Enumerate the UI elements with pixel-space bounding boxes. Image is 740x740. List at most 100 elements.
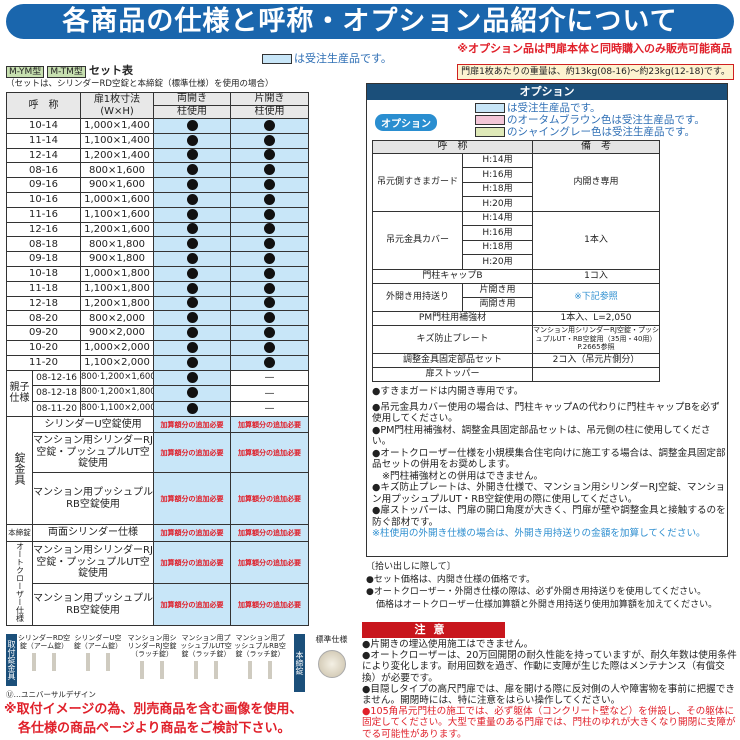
hardware-image [78, 653, 118, 671]
closer-group-label: オートクローザー仕様 [6, 541, 33, 627]
disclaimer-line: 各仕様の商品ページより商品をご検討下さい。 [18, 721, 291, 736]
option-note: 内開き専用 [532, 152, 660, 212]
spec-name: マンション用シリンダーRJ空錠・プッシュプルUT空錠使用 [32, 432, 154, 474]
double-mark [153, 325, 231, 341]
pickup-title: 〔拾い出しに際して〕 [366, 562, 456, 572]
available-mark [186, 312, 198, 324]
disclaimer-line: ※取付イメージの為、別売商品を含む画像を使用、 [4, 702, 303, 717]
table-row: 08-16 800×1,600 [6, 162, 309, 179]
row-name: 12-18 [6, 295, 81, 312]
single-extra: 加算額分の追加必要 [230, 541, 309, 585]
pickup-item: ●セット価格は、内開き仕様の価格です。 [366, 574, 535, 585]
legend-swatch [262, 54, 292, 64]
option-outswing: 外開き用持送り [372, 282, 463, 312]
available-mark [264, 208, 275, 220]
extra-charge-label: 加算額分の追加必要 [160, 448, 224, 457]
available-mark [186, 193, 198, 205]
option-note: ※下記参照 [532, 282, 660, 312]
option-note: マンション用シリンダーRJ空錠・プッシュプルUT・RB空錠用（35用・40用）P… [532, 324, 660, 354]
single-mark [230, 310, 309, 327]
double-extra: 加算額分の追加必要 [153, 416, 231, 434]
deadbolt-group-label: 本締錠 [6, 524, 33, 543]
hardware-item: シリンダーRD空錠（アーム錠） [17, 634, 71, 689]
row-size: 900×1,800 [80, 251, 154, 267]
row-size: 1,000×2,000 [80, 339, 154, 356]
option-note-item: ●すきまガードは内開き専用です。 [372, 386, 524, 397]
available-mark [186, 164, 198, 176]
col-name: 呼 称 [372, 140, 533, 154]
model-tag: M-YM型 [6, 66, 45, 78]
table-row: 本締錠 両面シリンダー仕様 加算額分の追加必要 加算額分の追加必要 [6, 524, 309, 543]
table-row: 10-16 1,000×1,600 [6, 191, 309, 208]
caution-item: ●105角吊元門柱の施工では、必ず躯体（コンクリート壁など）を併設し、その躯体に… [362, 706, 736, 740]
row-size: 1,100×1,400 [80, 132, 154, 149]
deadbolt-side-label: 本締錠 [294, 634, 305, 692]
legend-text: は受注生産品です。 [507, 102, 601, 114]
available-mark [264, 134, 275, 146]
single-mark [230, 191, 309, 208]
single-extra: 加算額分の追加必要 [230, 416, 309, 434]
row-name: 12-16 [6, 221, 81, 238]
single-dash: — [230, 400, 309, 418]
set-table-title: M-YM型 M-TM型 セット表 [6, 65, 133, 78]
table-row: 12-18 1,200×1,800 [6, 295, 309, 312]
col-single: 片開き [230, 92, 309, 106]
option-note-item: ●吊元金具カバー使用の場合は、門柱キャップAの代わりに門柱キャップBを必ず使用し… [372, 401, 720, 425]
table-title: セット表 [89, 64, 134, 77]
row-size: 900×2,000 [80, 325, 154, 341]
row-name: 09-16 [6, 177, 81, 193]
available-mark [264, 312, 275, 324]
table-subtitle: （セットは、シリンダーRD空錠と本締錠（標準仕様）を使用の場合） [6, 79, 274, 89]
legend-made-to-order: は受注生産品です。 [262, 50, 392, 66]
single-mark [230, 132, 309, 149]
single-mark [230, 251, 309, 267]
row-name: 11-18 [6, 280, 81, 297]
caution-notes: ●片開きの埋込使用施工はできません。 ●オートクローザーは、20万回開閉の耐久性… [362, 639, 738, 740]
double-mark [153, 265, 231, 282]
height-variant: H:20用 [462, 196, 533, 212]
double-mark [153, 369, 231, 387]
hardware-images: 取付錠金具 シリンダーRD空錠（アーム錠） シリンダーU空錠（アーム錠） マンション… [6, 634, 288, 689]
height-variant: H:16用 [462, 225, 533, 241]
single-mark [230, 162, 309, 179]
spec-name: マンション用シリンダーRJ空錠・プッシュプルUT空錠使用 [32, 541, 154, 585]
option-note: 1本入、L=2,050 [532, 310, 660, 326]
double-extra: 加算額分の追加必要 [153, 472, 231, 526]
row-size: 1,000×1,600 [80, 191, 154, 208]
hardware-image [186, 661, 226, 679]
height-variant: H:20用 [462, 254, 533, 270]
hardware-item: マンション用プッシュプルUT空錠（ラッチ錠） [179, 634, 233, 689]
available-mark [186, 402, 198, 414]
col-size: 扉1枚寸法 (W×H) [80, 92, 154, 119]
hardware-label: マンション用プッシュプルRB空錠（ラッチ錠） [234, 634, 286, 658]
extra-charge-label: 加算額分の追加必要 [238, 420, 301, 429]
hardware-item: マンション用シリンダーRJ空錠（ラッチ錠） [125, 634, 179, 689]
lock-group-label: 錠金具 [6, 416, 33, 526]
hardware-label: マンション用シリンダーRJ空錠（ラッチ錠） [127, 634, 177, 658]
double-mark [153, 385, 231, 402]
hardware-list: シリンダーRD空錠（アーム錠） シリンダーU空錠（アーム錠） マンション用シリンダー… [17, 634, 287, 689]
double-mark [153, 177, 231, 193]
table-row: マンション用プッシュプルRB空錠使用 加算額分の追加必要 加算額分の追加必要 [7, 472, 309, 526]
row-name: 08-20 [6, 310, 81, 327]
options-legend: は受注生産品です。 のオータムブラウン色は受注生産品です。 のシャイングレー色は… [475, 102, 705, 138]
options-notes: ●すきまガードは内開き専用です。 ●吊元金具カバー使用の場合は、門柱キャップAの代… [372, 386, 726, 540]
row-size: 900×1,600 [80, 177, 154, 193]
legend-text: は受注生産品です。 [294, 52, 392, 65]
options-panel: オプション は受注生産品です。 のオータムブラウン色は受注生産品です。 のシャイ… [366, 83, 728, 557]
table-row: 11-16 1,100×1,600 [6, 206, 309, 223]
single-mark [230, 177, 309, 193]
available-mark [186, 208, 198, 220]
table-row: 11-18 1,100×1,800 [6, 280, 309, 297]
single-dash: — [230, 369, 309, 387]
row-name: 08-11-20 [32, 400, 81, 418]
legend-text: のシャイングレー色は受注生産品です。 [507, 126, 695, 138]
available-mark [186, 223, 198, 235]
row-name: 11-14 [6, 132, 81, 149]
hardware-label: マンション用プッシュプルUT空錠（ラッチ錠） [180, 634, 232, 658]
spec-name: マンション用プッシュプルRB空錠使用 [32, 472, 154, 526]
table-row: 08-20 800×2,000 [6, 310, 309, 327]
double-extra: 加算額分の追加必要 [153, 583, 231, 627]
single-dash: — [230, 385, 309, 402]
table-row: 09-20 900×2,000 [6, 325, 309, 341]
